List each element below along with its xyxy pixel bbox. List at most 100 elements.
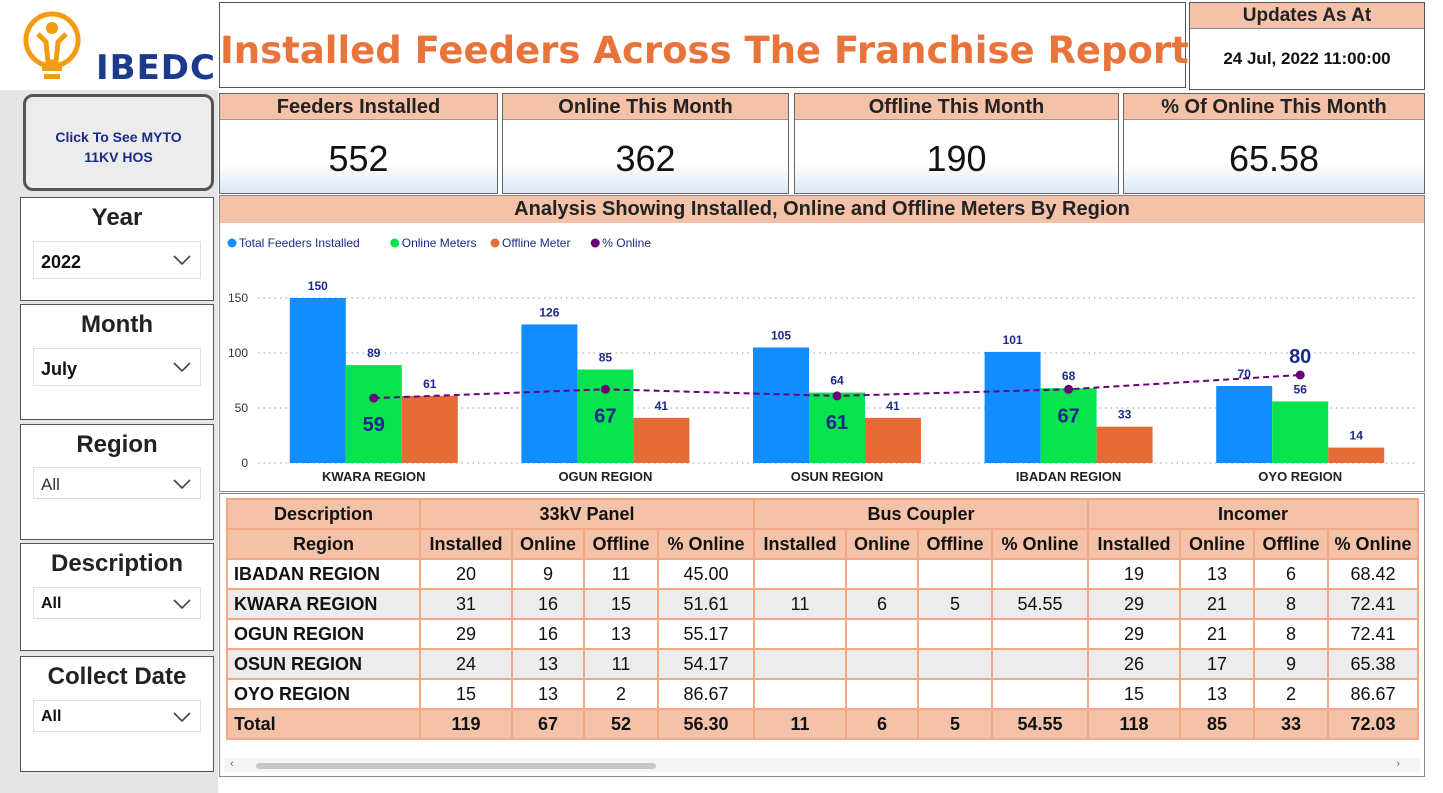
- table-cell: 6: [845, 588, 919, 620]
- kpi-value: 190: [926, 138, 987, 179]
- myto-button-line1: Click To See MYTO: [55, 129, 182, 145]
- total-cell: 67: [511, 708, 585, 740]
- month-slicer-title: Month: [81, 311, 153, 338]
- chevron-down-icon: [173, 255, 191, 266]
- year-value: 2022: [41, 252, 82, 272]
- table-cell: 15: [1087, 678, 1181, 710]
- chart-bar: [1328, 447, 1385, 463]
- table-cell: 13: [1179, 558, 1255, 590]
- chevron-down-icon: [173, 599, 191, 610]
- y-tick-label: 150: [228, 291, 248, 305]
- description-header: Description: [226, 498, 421, 530]
- column-header: % Online: [991, 528, 1089, 560]
- report-title-box: Installed Feeders Across The Franchise R…: [219, 2, 1189, 88]
- x-tick-label: KWARA REGION: [322, 469, 426, 484]
- region-value: All: [41, 475, 60, 494]
- table-cell: 19: [1087, 558, 1181, 590]
- column-header: Online: [1179, 528, 1255, 560]
- line-data-label: 80: [1289, 346, 1311, 368]
- updates-card: Updates As At 24 Jul, 2022 11:00:00: [1189, 2, 1425, 90]
- chevron-down-icon: [173, 712, 191, 723]
- legend-marker: [490, 238, 500, 248]
- scroll-right-icon[interactable]: ›: [1396, 758, 1400, 770]
- chart-bar: [1216, 386, 1273, 463]
- month-dropdown[interactable]: July: [33, 348, 201, 386]
- total-row: Total 119 67 52 56.30 11 6 5 54.55 118 85 33 72.03: [226, 708, 1419, 740]
- table-cell: 15: [419, 678, 513, 710]
- column-header: Installed: [419, 528, 513, 560]
- updates-label: Updates As At: [1190, 3, 1424, 29]
- table-cell: 29: [1087, 618, 1181, 650]
- chart-bar: [1272, 401, 1329, 463]
- scroll-thumb[interactable]: [256, 763, 656, 769]
- bar-data-label: 56: [1294, 382, 1308, 396]
- horizontal-scrollbar[interactable]: ‹ ›: [224, 758, 1420, 772]
- bar-data-label: 41: [886, 399, 900, 413]
- column-header: Online: [845, 528, 919, 560]
- kpi-label: Feeders Installed: [220, 94, 497, 120]
- table-row[interactable]: OYO REGION 15 13 2 86.67 15 13 2 86.67: [226, 678, 1419, 710]
- legend-label: % Online: [602, 236, 651, 250]
- myto-button[interactable]: Click To See MYTO 11KV HOS: [23, 94, 214, 191]
- chart-bar: [753, 347, 809, 463]
- bar-data-label: 101: [1003, 333, 1023, 347]
- page-title: Installed Feeders Across The Franchise R…: [220, 29, 1189, 72]
- collect-date-value: All: [41, 708, 62, 725]
- table-cell: [753, 558, 847, 590]
- table-cell: 11: [583, 648, 659, 680]
- column-header: Installed: [1087, 528, 1181, 560]
- total-cell: 72.03: [1327, 708, 1419, 740]
- table-cell: 55.17: [657, 618, 755, 650]
- line-point: [1064, 384, 1074, 394]
- table-row[interactable]: KWARA REGION 31 16 15 51.61 11 6 5 54.55 29 21 8 72.…: [226, 588, 1419, 620]
- table-cell: [917, 558, 993, 590]
- kpi-percent-online: % Of Online This Month 65.58: [1123, 93, 1425, 194]
- total-cell: 54.55: [991, 708, 1089, 740]
- logo-text: IBEDC: [96, 48, 216, 88]
- total-cell: 85: [1179, 708, 1255, 740]
- kpi-label: Offline This Month: [795, 94, 1118, 120]
- table-cell: 45.00: [657, 558, 755, 590]
- table-row[interactable]: OSUN REGION 24 13 11 54.17 26 17 9 65.38: [226, 648, 1419, 680]
- chart-bar: [345, 365, 402, 463]
- table-cell: 5: [917, 588, 993, 620]
- year-dropdown[interactable]: 2022: [33, 241, 201, 279]
- bar-data-label: 89: [367, 346, 381, 360]
- collect-date-dropdown[interactable]: All: [33, 700, 201, 732]
- x-tick-label: OGUN REGION: [558, 469, 652, 484]
- chart-bar: [289, 298, 346, 463]
- total-cell: 119: [419, 708, 513, 740]
- updates-value: 24 Jul, 2022 11:00:00: [1223, 49, 1391, 68]
- table-cell: 16: [511, 588, 585, 620]
- table-cell: 68.42: [1327, 558, 1419, 590]
- chart-bar: [633, 417, 690, 463]
- chevron-down-icon: [173, 362, 191, 373]
- bar-data-label: 105: [771, 329, 791, 343]
- chart-bar: [865, 417, 921, 463]
- table-cell: 21: [1179, 618, 1255, 650]
- table-row[interactable]: OGUN REGION 29 16 13 55.17 29 21 8 72.41: [226, 618, 1419, 650]
- table-row[interactable]: IBADAN REGION 20 9 11 45.00 19 13 6 68.42: [226, 558, 1419, 590]
- table-cell: 86.67: [657, 678, 755, 710]
- description-slicer-title: Description: [50, 550, 184, 577]
- region-dropdown[interactable]: All: [33, 467, 201, 499]
- description-dropdown[interactable]: All: [33, 587, 201, 619]
- table-cell: 54.17: [657, 648, 755, 680]
- kpi-online-this-month: Online This Month 362: [502, 93, 789, 194]
- total-cell: 11: [753, 708, 847, 740]
- table-cell: 11: [753, 588, 847, 620]
- region-header: Region: [226, 528, 421, 560]
- x-tick-label: IBADAN REGION: [1016, 469, 1121, 484]
- scroll-left-icon[interactable]: ‹: [230, 758, 234, 770]
- table-cell: 8: [1253, 588, 1329, 620]
- table-cell: 13: [511, 648, 585, 680]
- feeder-matrix-table: Description 33kV Panel Bus Coupler Incomer R…: [219, 493, 1425, 777]
- chart-canvas: Total Feeders Installed Online Meters Offl…: [227, 236, 1416, 484]
- kpi-value: 552: [328, 138, 389, 179]
- legend-label: Offline Meter: [502, 236, 570, 250]
- kpi-feeders-installed: Feeders Installed 552: [219, 93, 498, 194]
- table-cell: 9: [511, 558, 585, 590]
- chart-bar: [521, 324, 578, 463]
- table-cell: 2: [583, 678, 659, 710]
